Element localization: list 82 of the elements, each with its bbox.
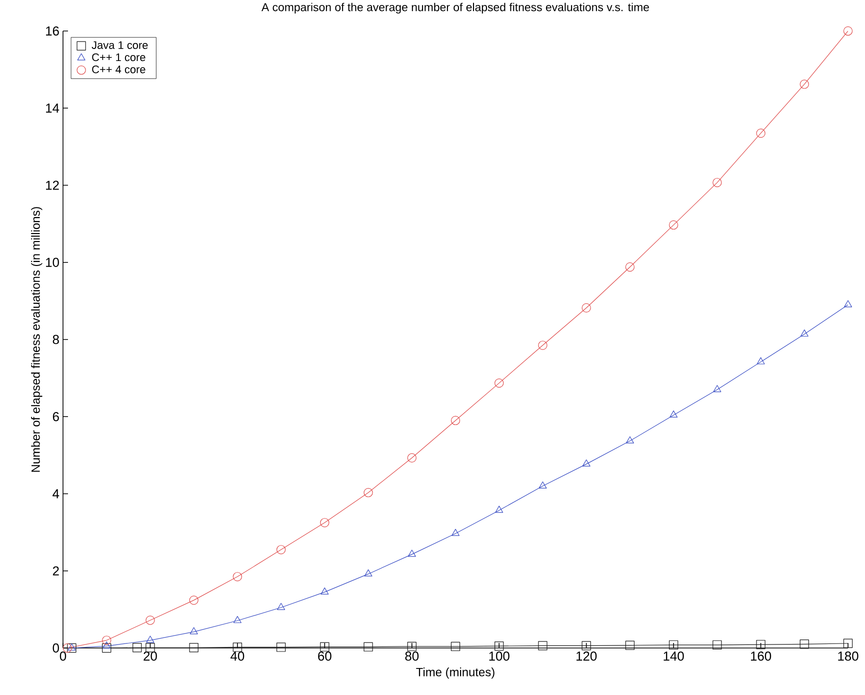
point <box>320 518 330 528</box>
x-tick-label: 120 <box>576 652 597 661</box>
point <box>800 80 809 89</box>
y-tick-label: 6 <box>52 412 59 422</box>
x-tick-label: 100 <box>489 652 510 661</box>
point <box>232 642 242 652</box>
point <box>756 128 766 138</box>
point <box>582 641 591 650</box>
point <box>538 641 548 650</box>
legend-label: C++ 4 core <box>92 66 146 74</box>
point <box>233 616 242 624</box>
point <box>320 588 329 595</box>
point <box>277 602 286 610</box>
point <box>68 643 76 650</box>
point <box>843 26 853 36</box>
point <box>364 569 372 576</box>
y-tick-label: 0 <box>52 643 59 653</box>
point <box>232 572 242 582</box>
x-tick-label: 60 <box>318 652 332 661</box>
point <box>146 616 155 625</box>
point <box>62 643 72 653</box>
point <box>102 643 112 653</box>
point <box>450 642 460 652</box>
point <box>146 636 154 643</box>
point <box>582 303 591 312</box>
point <box>756 640 766 650</box>
y-axis-title: Number of elapsed fitness evaluations (in millions) <box>31 207 42 472</box>
point <box>67 643 76 653</box>
y-tick-label: 16 <box>46 26 59 36</box>
point <box>364 488 373 498</box>
point <box>407 642 416 652</box>
y-tick-label: 10 <box>46 258 59 267</box>
legend-label: C++ 1 core <box>92 53 146 62</box>
point <box>538 340 548 350</box>
y-tick-label: 2 <box>52 566 59 576</box>
point <box>538 481 547 488</box>
point <box>450 416 460 426</box>
point <box>190 627 198 634</box>
point <box>712 178 722 188</box>
point <box>407 453 416 462</box>
y-tick-label: 4 <box>52 489 60 498</box>
x-tick-label: 80 <box>405 652 419 661</box>
point <box>320 642 330 652</box>
point <box>843 638 853 648</box>
x-tick-label: 20 <box>144 652 157 661</box>
point <box>276 545 286 554</box>
x-tick-label: 0 <box>60 652 66 661</box>
point <box>670 410 678 418</box>
point <box>494 378 504 388</box>
x-axis-title: Time (minutes) <box>416 668 494 679</box>
point <box>668 220 678 230</box>
point <box>364 642 373 652</box>
legend-label: Java 1 core <box>92 41 148 49</box>
point <box>276 642 286 652</box>
point <box>756 357 765 364</box>
point <box>494 641 504 651</box>
point <box>102 636 112 645</box>
point <box>132 643 142 652</box>
x-tick-label: 140 <box>664 652 684 661</box>
point <box>712 640 722 650</box>
x-tick-label: 160 <box>750 652 772 661</box>
point <box>800 640 809 649</box>
point <box>189 596 198 605</box>
point <box>668 640 678 650</box>
point <box>408 550 416 557</box>
point <box>626 436 634 444</box>
y-tick-label: 14 <box>46 104 60 113</box>
point <box>582 459 590 466</box>
point <box>495 506 504 513</box>
point <box>713 385 722 392</box>
point <box>102 641 111 649</box>
point <box>189 643 198 652</box>
point <box>844 300 852 308</box>
point <box>451 528 460 536</box>
y-tick-label: 12 <box>46 180 59 190</box>
x-tick-label: 180 <box>838 652 858 661</box>
y-tick-label: 8 <box>52 334 59 344</box>
x-tick-label: 40 <box>230 652 244 661</box>
point <box>800 330 808 337</box>
point <box>625 640 635 650</box>
chart-title: A comparison of the average number of elapsed fitness evaluations v.s. time <box>261 2 649 14</box>
point <box>625 262 635 272</box>
